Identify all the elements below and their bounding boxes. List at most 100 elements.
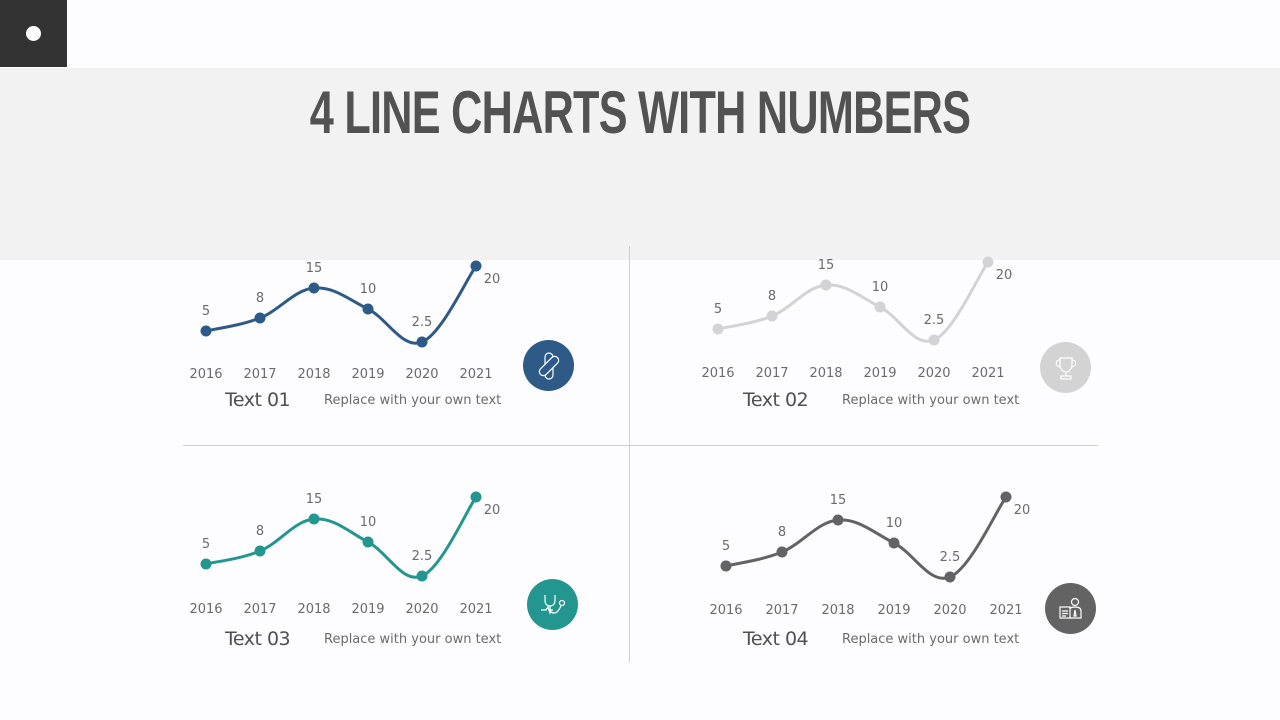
value-label: 15 [306, 492, 323, 507]
value-label: 8 [778, 525, 786, 540]
panel-description: Replace with your own text [842, 632, 1020, 647]
x-axis-tick-label: 2020 [405, 602, 438, 617]
panel-description: Replace with your own text [842, 393, 1020, 408]
data-point [820, 279, 832, 291]
x-axis-tick-label: 2019 [863, 366, 896, 381]
value-label: 5 [714, 302, 722, 317]
value-label: 20 [996, 268, 1013, 283]
x-axis-tick-label: 2020 [405, 367, 438, 382]
x-axis-tick-label: 2021 [971, 366, 1004, 381]
value-label: 15 [830, 493, 847, 508]
data-point [416, 570, 428, 582]
data-point [928, 334, 940, 346]
data-point [362, 303, 374, 315]
value-label: 5 [202, 304, 210, 319]
data-point [944, 571, 956, 583]
x-axis-tick-label: 2018 [809, 366, 842, 381]
x-axis-tick-label: 2021 [459, 602, 492, 617]
panel-title: Text 02 [743, 389, 809, 411]
x-axis-tick-label: 2016 [701, 366, 734, 381]
vertical-divider [629, 246, 630, 662]
x-axis-tick-label: 2018 [821, 603, 854, 618]
chart-panel-2: 5 2016 8 2017 15 2018 10 2019 2.5 2020 20 2021 Text… [698, 255, 1138, 445]
data-point [874, 301, 886, 313]
data-point [308, 282, 320, 294]
data-point [308, 513, 320, 525]
value-label: 15 [818, 258, 835, 273]
value-label: 8 [256, 291, 264, 306]
bullet-dot-icon [26, 26, 41, 41]
panel-title: Text 03 [225, 628, 291, 650]
line-series [725, 496, 1008, 580]
x-axis-tick-label: 2019 [351, 367, 384, 382]
data-point [470, 260, 482, 272]
value-label: 10 [872, 280, 889, 295]
data-point [888, 537, 900, 549]
chart-panel-4: 5 2016 8 2017 15 2018 10 2019 2.5 2020 20 2021 Text… [698, 490, 1138, 680]
value-label: 10 [360, 515, 377, 530]
value-label: 10 [360, 282, 377, 297]
value-label: 2.5 [940, 550, 961, 565]
x-axis-tick-label: 2017 [765, 603, 798, 618]
value-label: 20 [1014, 503, 1031, 518]
x-axis-tick-label: 2016 [189, 602, 222, 617]
panel-title: Text 04 [743, 628, 809, 650]
x-axis-tick-label: 2021 [459, 367, 492, 382]
data-point [766, 310, 778, 322]
x-axis-tick-label: 2016 [709, 603, 742, 618]
data-point [200, 325, 212, 337]
value-label: 20 [484, 503, 501, 518]
x-axis-tick-label: 2018 [297, 367, 330, 382]
value-label: 8 [256, 524, 264, 539]
horizontal-divider [183, 445, 1098, 446]
value-label: 8 [768, 289, 776, 304]
x-axis-tick-label: 2020 [917, 366, 950, 381]
panel-title: Text 01 [225, 389, 291, 411]
line-series [205, 265, 478, 345]
chart-panel-3: 5 2016 8 2017 15 2018 10 2019 2.5 2020 20 2021 Text… [180, 490, 620, 680]
x-axis-tick-label: 2021 [989, 603, 1022, 618]
data-point [1000, 491, 1012, 503]
stethoscope-icon [527, 579, 578, 630]
x-axis-tick-label: 2018 [297, 602, 330, 617]
value-label: 5 [722, 539, 730, 554]
panel-description: Replace with your own text [324, 393, 502, 408]
data-point [982, 256, 994, 268]
data-point [200, 558, 212, 570]
data-point [416, 336, 428, 348]
corner-block [0, 0, 67, 67]
x-axis-tick-label: 2019 [351, 602, 384, 617]
value-label: 15 [306, 261, 323, 276]
data-point [712, 323, 724, 335]
value-label: 10 [886, 516, 903, 531]
x-axis-tick-label: 2016 [189, 367, 222, 382]
x-axis-tick-label: 2017 [755, 366, 788, 381]
data-point [254, 545, 266, 557]
page-title: 4 LINE CHARTS WITH NUMBERS [309, 79, 971, 146]
line-series [717, 261, 990, 343]
pill-icon [523, 340, 574, 391]
doctor-report-icon [1045, 583, 1096, 634]
data-point [470, 491, 482, 503]
x-axis-tick-label: 2020 [933, 603, 966, 618]
value-label: 2.5 [412, 315, 433, 330]
value-label: 2.5 [924, 313, 945, 328]
x-axis-tick-label: 2017 [243, 367, 276, 382]
chart-panel-1: 5 2016 8 2017 15 2018 10 2019 2.5 2020 20 2021 Text… [180, 255, 620, 445]
trophy-icon [1040, 342, 1091, 393]
value-label: 2.5 [412, 549, 433, 564]
data-point [362, 536, 374, 548]
data-point [254, 312, 266, 324]
title-banner [0, 68, 1280, 260]
data-point [776, 546, 788, 558]
line-series [205, 496, 478, 579]
panel-description: Replace with your own text [324, 632, 502, 647]
x-axis-tick-label: 2017 [243, 602, 276, 617]
data-point [720, 560, 732, 572]
value-label: 5 [202, 537, 210, 552]
x-axis-tick-label: 2019 [877, 603, 910, 618]
